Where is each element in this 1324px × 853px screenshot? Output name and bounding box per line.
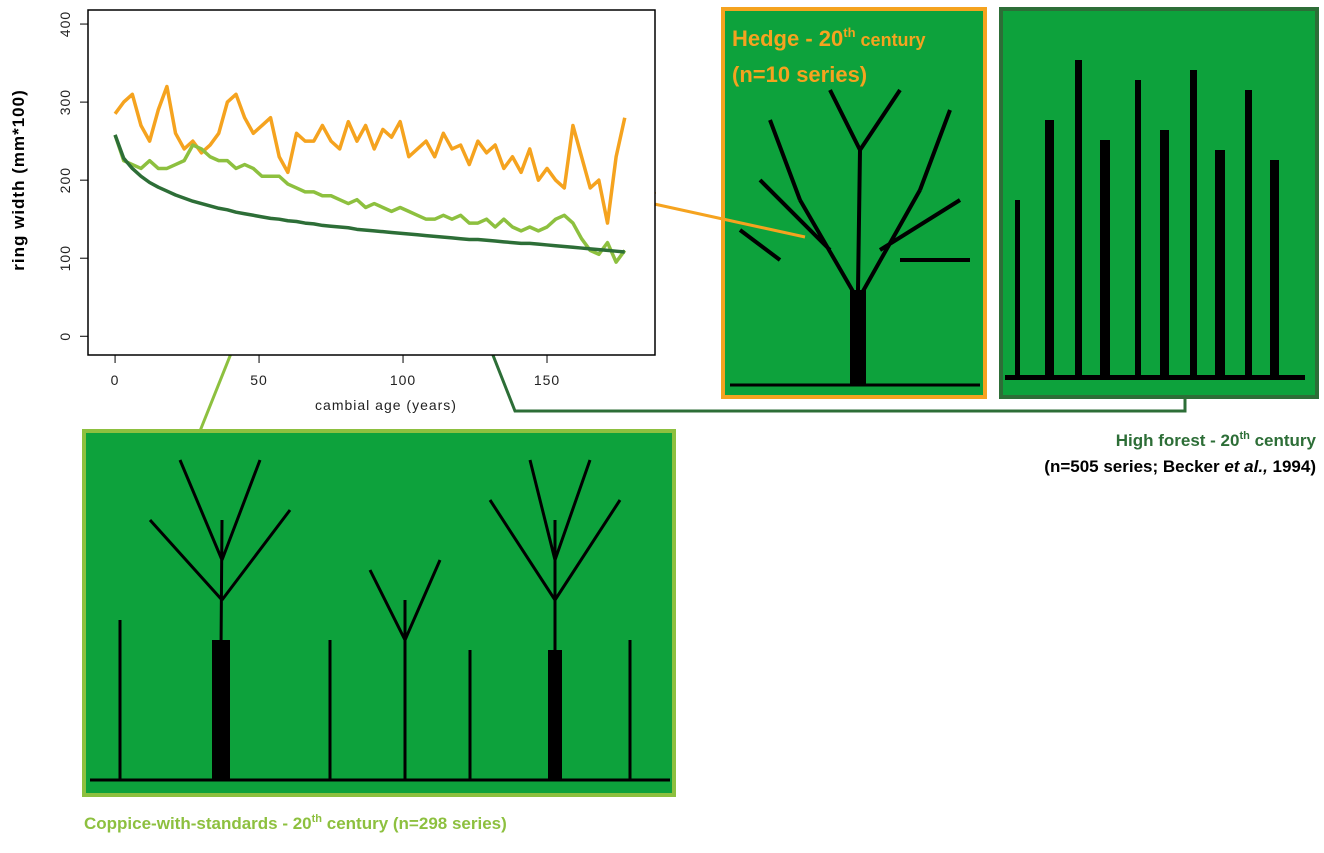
caption: (n=505 series; Becker et al., 1994): [1044, 457, 1316, 476]
y-tick-label: 200: [57, 167, 73, 193]
y-tick-label: 0: [57, 332, 73, 341]
coppice-trees: [90, 459, 670, 782]
high-forest-trees: [1005, 60, 1305, 380]
y-tick-label: 300: [57, 89, 73, 115]
caption: (n=10 series): [732, 62, 867, 87]
arrow: [630, 192, 806, 239]
caption: Coppice-with-standards - 20th century (n…: [84, 813, 507, 833]
coppice-panel: [82, 429, 676, 797]
plot-frame: [87, 9, 656, 356]
y-axis-label: ring width (mm*100): [9, 89, 28, 270]
y-tick-label: 400: [57, 11, 73, 37]
x-axis-label: cambial age (years): [315, 397, 457, 413]
series-line: [113, 84, 627, 225]
hedge-tree: [730, 88, 980, 387]
series-line: [113, 134, 625, 254]
x-tick-label: 50: [250, 372, 268, 388]
x-tick-label: 150: [534, 372, 560, 388]
series-line: [113, 134, 627, 264]
x-tick-label: 0: [111, 372, 120, 388]
caption: High forest - 20th century: [1116, 430, 1317, 450]
caption: Hedge - 20th century: [732, 25, 926, 51]
x-tick-label: 100: [390, 372, 416, 388]
plot: 0 50 100 150 0 100 200 300 400: [57, 11, 627, 388]
y-tick-label: 100: [57, 245, 73, 271]
